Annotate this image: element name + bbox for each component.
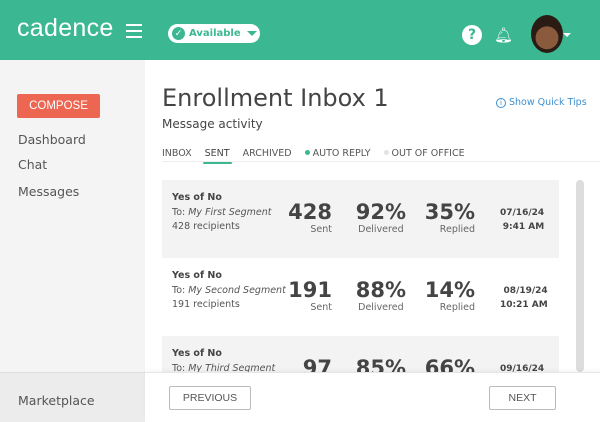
availability-dropdown[interactable]: ✓ Available <box>168 24 260 43</box>
replied-label: Replied <box>439 224 475 235</box>
to-prefix: To: <box>172 285 186 296</box>
check-icon: ✓ <box>172 27 185 40</box>
sent-value: 97 <box>302 356 332 372</box>
delivered-stat: 88% Delivered <box>356 278 406 313</box>
replied-value: 35% <box>424 200 475 224</box>
divider <box>162 161 600 162</box>
tab-label: OUT OF OFFICE <box>391 148 465 159</box>
sidebar-item-chat[interactable]: Chat <box>18 157 48 172</box>
avatar[interactable] <box>531 15 563 53</box>
page-subtitle: Message activity <box>162 117 263 131</box>
segment-name: My Third Segment <box>188 363 276 372</box>
sent-stat: 428 Sent <box>288 200 332 235</box>
segment-name: My Second Segment <box>188 285 286 296</box>
delivered-label: Delivered <box>358 302 404 313</box>
help-icon[interactable]: ? <box>462 25 482 45</box>
message-recipient-segment: To: My First Segment <box>172 207 272 218</box>
replied-value: 66% <box>424 356 475 372</box>
scrollbar[interactable] <box>576 180 584 372</box>
chevron-down-icon <box>246 31 257 36</box>
status-dot-icon <box>383 150 389 155</box>
hamburger-menu-icon[interactable] <box>126 24 142 38</box>
replied-stat: 14% Replied <box>425 278 475 313</box>
message-list: Yes of No To: My First Segment 428 recip… <box>162 180 559 372</box>
delivered-stat: 85% <box>356 356 406 372</box>
sent-value: 428 <box>288 200 332 224</box>
status-dot-icon <box>304 150 310 155</box>
pagination-footer: PREVIOUS NEXT <box>145 372 600 422</box>
to-prefix: To: <box>172 207 186 218</box>
recipient-count: 191 recipients <box>172 299 240 310</box>
message-date: 09/16/24 <box>500 364 545 372</box>
tab-auto-reply[interactable]: AUTO REPLY <box>304 148 371 163</box>
message-recipient-segment: To: My Second Segment <box>172 285 286 296</box>
message-timestamp: 07/16/24 9:41 AM <box>500 206 544 234</box>
quick-tips-label: Show Quick Tips <box>509 97 587 108</box>
sidebar-item-dashboard[interactable]: Dashboard <box>18 132 86 147</box>
sent-stat: 97 <box>303 356 332 372</box>
sent-stat: 191 Sent <box>288 278 332 313</box>
next-button[interactable]: NEXT <box>489 386 556 410</box>
avatar-caret-icon[interactable] <box>563 33 571 37</box>
message-row[interactable]: Yes of No To: My Third Segment 97 85% 66… <box>162 336 559 372</box>
sent-label: Sent <box>310 224 332 235</box>
delivered-value: 85% <box>355 356 406 372</box>
message-name: Yes of No <box>172 348 222 359</box>
replied-value: 14% <box>424 278 475 302</box>
message-date: 07/16/24 <box>500 208 545 218</box>
message-date: 08/19/24 <box>503 286 548 296</box>
compose-button[interactable]: COMPOSE <box>17 94 100 118</box>
tab-archived[interactable]: ARCHIVED <box>242 148 292 159</box>
to-prefix: To: <box>172 363 186 372</box>
segment-name: My First Segment <box>188 207 272 218</box>
message-recipient-segment: To: My Third Segment <box>172 363 275 372</box>
page-title: Enrollment Inbox 1 <box>162 84 389 112</box>
delivered-value: 88% <box>355 278 406 302</box>
sent-value: 191 <box>288 278 332 302</box>
delivered-label: Delivered <box>358 224 404 235</box>
tab-inbox[interactable]: INBOX <box>162 148 192 159</box>
message-time: 9:41 AM <box>502 222 545 232</box>
availability-label: Available <box>189 28 241 39</box>
message-time: 10:21 AM <box>500 300 548 310</box>
replied-stat: 66% <box>425 356 475 372</box>
sent-label: Sent <box>310 302 332 313</box>
delivered-value: 92% <box>355 200 406 224</box>
sidebar-item-messages[interactable]: Messages <box>18 184 80 199</box>
tab-sent[interactable]: SENT <box>202 148 232 164</box>
show-quick-tips-link[interactable]: i Show Quick Tips <box>496 97 587 108</box>
tab-out-of-office[interactable]: OUT OF OFFICE <box>383 148 465 163</box>
message-name: Yes of No <box>172 270 222 281</box>
sidebar-item-marketplace[interactable]: Marketplace <box>0 372 145 422</box>
message-row[interactable]: Yes of No To: My First Segment 428 recip… <box>162 180 559 258</box>
previous-button[interactable]: PREVIOUS <box>169 386 251 410</box>
info-icon: i <box>496 98 506 108</box>
recipient-count: 428 recipients <box>172 221 240 232</box>
logo: cadence <box>17 14 114 42</box>
tab-bar: INBOX SENT ARCHIVED AUTO REPLY OUT OF OF… <box>162 148 478 164</box>
message-timestamp: 08/19/24 10:21 AM <box>500 284 548 312</box>
delivered-stat: 92% Delivered <box>356 200 406 235</box>
message-timestamp: 09/16/24 <box>500 362 544 372</box>
message-row[interactable]: Yes of No To: My Second Segment 191 reci… <box>162 258 559 336</box>
top-bar: cadence ✓ Available ? 🔔︎ <box>0 0 600 60</box>
replied-label: Replied <box>439 302 475 313</box>
tab-label: AUTO REPLY <box>312 148 371 159</box>
replied-stat: 35% Replied <box>425 200 475 235</box>
bell-icon[interactable]: 🔔︎ <box>494 26 514 44</box>
message-name: Yes of No <box>172 192 222 203</box>
